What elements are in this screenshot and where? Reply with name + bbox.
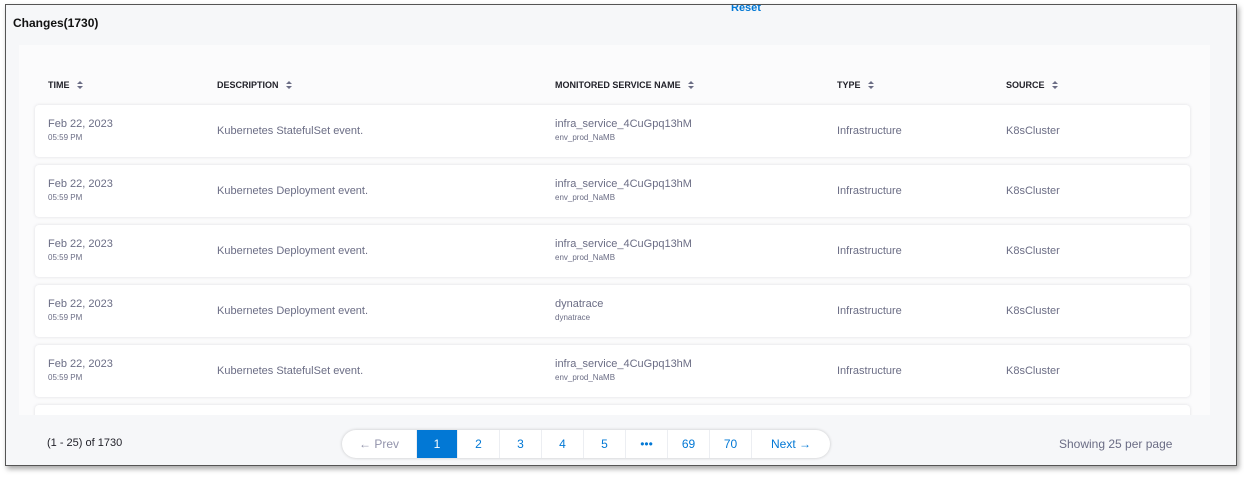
range-label: (1 - 25) of 1730 [47,437,123,449]
row-time: 05:59 PM [48,253,83,262]
sort-arrows [1051,81,1058,89]
row-time: 05:59 PM [48,373,83,382]
row-environment: env_prod_NaMB [555,133,616,142]
table-row[interactable]: Feb 22, 2023 05:59 PM Kubernetes Deploymen… [35,225,1190,277]
sort-icon[interactable] [285,80,293,90]
row-environment: env_prod_NaMB [555,193,616,202]
row-time: 05:59 PM [48,313,83,322]
table-row[interactable]: Feb 22, 2023 05:59 PM Kubernetes Deploymen… [35,165,1190,217]
row-source: K8sCluster [1006,365,1060,377]
next-button[interactable]: Next → [751,430,830,458]
sort-arrows [76,81,83,89]
row-source: K8sCluster [1006,125,1060,137]
row-description: Kubernetes Deployment event. [217,185,369,197]
page-button[interactable]: 70 [709,430,751,458]
table-row-partial [35,405,1190,415]
row-service: infra_service_4CuGpq13hM [555,118,692,130]
table: TIME DESCRIPTION MONITORED SERVICE NAME TYP… [19,45,1210,415]
pagination: ← Prev 1 2 3 4 5 ••• 69 70 Next → [342,430,830,458]
row-environment: dynatrace [555,313,591,322]
row-service: infra_service_4CuGpq13hM [555,178,692,190]
changes-card: Changes(1730) Reset TIME DESCRIPTION MONIT… [5,4,1237,466]
row-date: Feb 22, 2023 [48,358,113,370]
row-date: Feb 22, 2023 [48,298,113,310]
sort-arrows [867,81,874,89]
row-service: infra_service_4CuGpq13hM [555,238,692,250]
page-button[interactable]: 3 [499,430,541,458]
row-date: Feb 22, 2023 [48,118,113,130]
row-environment: env_prod_NaMB [555,373,616,382]
row-type: Infrastructure [837,305,902,317]
column-header[interactable]: MONITORED SERVICE NAME [555,80,695,90]
column-header[interactable]: SOURCE [1006,80,1059,90]
prev-button[interactable]: ← Prev [358,437,399,451]
row-service: infra_service_4CuGpq13hM [555,358,692,370]
row-service: dynatrace [555,298,604,310]
row-description: Kubernetes Deployment event. [217,305,369,317]
row-description: Kubernetes Deployment event. [217,245,369,257]
row-time: 05:59 PM [48,133,83,142]
row-environment: env_prod_NaMB [555,253,616,262]
reset-link[interactable]: Reset [731,4,761,14]
page-button[interactable]: 4 [541,430,583,458]
page-button[interactable]: 5 [583,430,625,458]
row-source: K8sCluster [1006,305,1060,317]
row-source: K8sCluster [1006,185,1060,197]
column-header-label: TYPE [837,80,861,90]
row-type: Infrastructure [837,185,902,197]
page-button[interactable]: 2 [457,430,499,458]
sort-arrows [285,81,292,89]
page-button[interactable]: 69 [667,430,709,458]
table-row[interactable]: Feb 22, 2023 05:59 PM Kubernetes StatefulS… [35,345,1190,397]
column-header-label: SOURCE [1006,80,1045,90]
row-date: Feb 22, 2023 [48,238,113,250]
sort-icon[interactable] [76,80,84,90]
column-header-label: MONITORED SERVICE NAME [555,80,681,90]
row-description: Kubernetes StatefulSet event. [217,365,364,377]
sort-arrows [687,81,694,89]
column-header-label: DESCRIPTION [217,80,279,90]
page-button[interactable]: ••• [625,430,667,458]
sort-icon[interactable] [1051,80,1059,90]
sort-icon[interactable] [867,80,875,90]
column-header[interactable]: TIME [48,80,84,90]
sort-icon[interactable] [687,80,695,90]
row-time: 05:59 PM [48,193,83,202]
page-button[interactable]: 1 [416,430,457,458]
row-source: K8sCluster [1006,245,1060,257]
table-row[interactable]: Feb 22, 2023 05:59 PM Kubernetes Deploymen… [35,285,1190,337]
row-type: Infrastructure [837,125,902,137]
column-header-label: TIME [48,80,70,90]
column-header[interactable]: TYPE [837,80,875,90]
title: Changes(1730) [13,16,99,30]
row-type: Infrastructure [837,365,902,377]
table-row[interactable]: Feb 22, 2023 05:59 PM Kubernetes StatefulS… [35,105,1190,157]
row-description: Kubernetes StatefulSet event. [217,125,364,137]
row-date: Feb 22, 2023 [48,178,113,190]
row-type: Infrastructure [837,245,902,257]
per-page-label: Showing 25 per page [1059,437,1173,451]
column-header[interactable]: DESCRIPTION [217,80,293,90]
